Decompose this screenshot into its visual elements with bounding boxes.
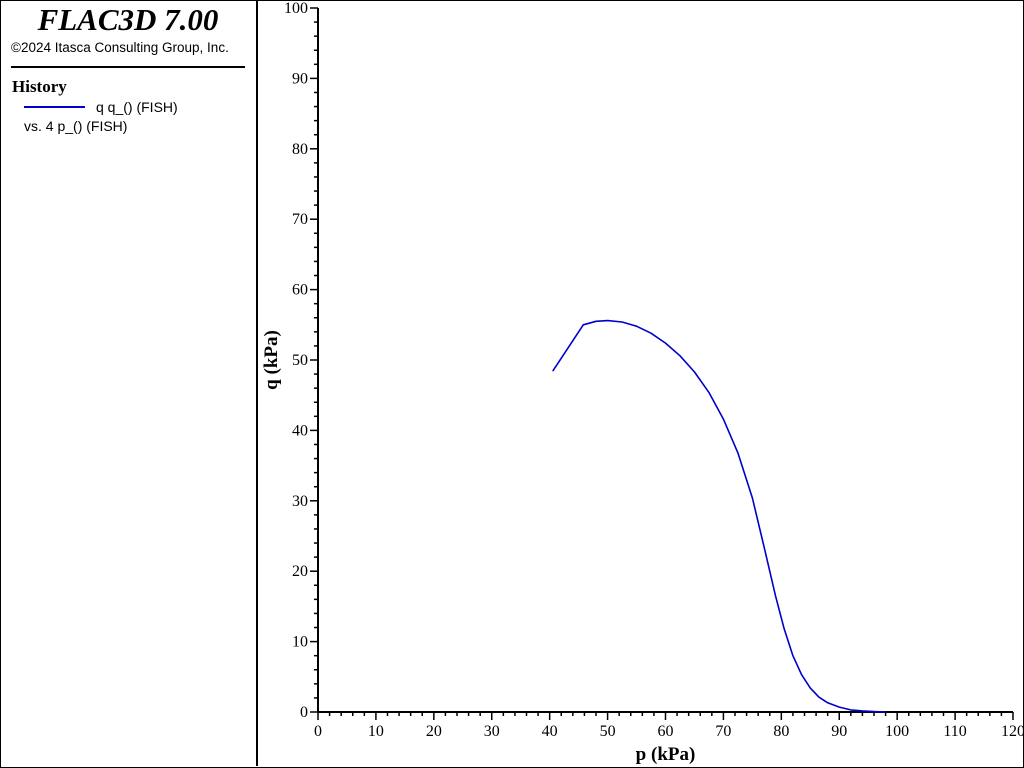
y-axis-title: q (kPa) bbox=[261, 330, 282, 390]
x-tick-label: 30 bbox=[484, 723, 500, 740]
x-axis-title: p (kPa) bbox=[636, 744, 696, 765]
y-tick-label: 40 bbox=[292, 422, 308, 439]
legend-divider bbox=[11, 66, 245, 68]
legend-series-label: q q_() (FISH) bbox=[96, 99, 178, 115]
x-tick-label: 50 bbox=[600, 723, 616, 740]
x-tick-label: 100 bbox=[885, 723, 909, 740]
y-tick-label: 100 bbox=[284, 0, 308, 17]
x-tick-label: 60 bbox=[658, 723, 674, 740]
x-tick-label: 80 bbox=[773, 723, 789, 740]
x-tick-label: 40 bbox=[542, 723, 558, 740]
y-tick-label: 90 bbox=[292, 70, 308, 87]
x-tick-label: 10 bbox=[368, 723, 384, 740]
legend-panel: FLAC3D 7.00 ©2024 Itasca Consulting Grou… bbox=[0, 0, 258, 766]
y-tick-label: 10 bbox=[292, 634, 308, 651]
x-tick-label: 110 bbox=[943, 723, 966, 740]
legend-vs-label: vs. 4 p_() (FISH) bbox=[24, 118, 128, 134]
y-tick-label: 0 bbox=[300, 704, 308, 721]
x-tick-label: 0 bbox=[314, 723, 322, 740]
history-heading: History bbox=[12, 77, 67, 96]
app-title: FLAC3D 7.00 bbox=[37, 2, 219, 37]
y-tick-label: 70 bbox=[292, 211, 308, 228]
x-tick-label: 20 bbox=[426, 723, 442, 740]
y-tick-label: 20 bbox=[292, 563, 308, 580]
x-tick-label: 70 bbox=[715, 723, 731, 740]
x-tick-label: 120 bbox=[1001, 723, 1024, 740]
y-tick-label: 60 bbox=[292, 282, 308, 299]
y-tick-label: 30 bbox=[292, 493, 308, 510]
y-tick-label: 50 bbox=[292, 352, 308, 369]
x-tick-label: 90 bbox=[831, 723, 847, 740]
series-line-q bbox=[552, 319, 887, 713]
copyright-text: ©2024 Itasca Consulting Group, Inc. bbox=[11, 40, 229, 55]
y-tick-label: 80 bbox=[292, 141, 308, 158]
legend-line-swatch bbox=[24, 106, 85, 108]
